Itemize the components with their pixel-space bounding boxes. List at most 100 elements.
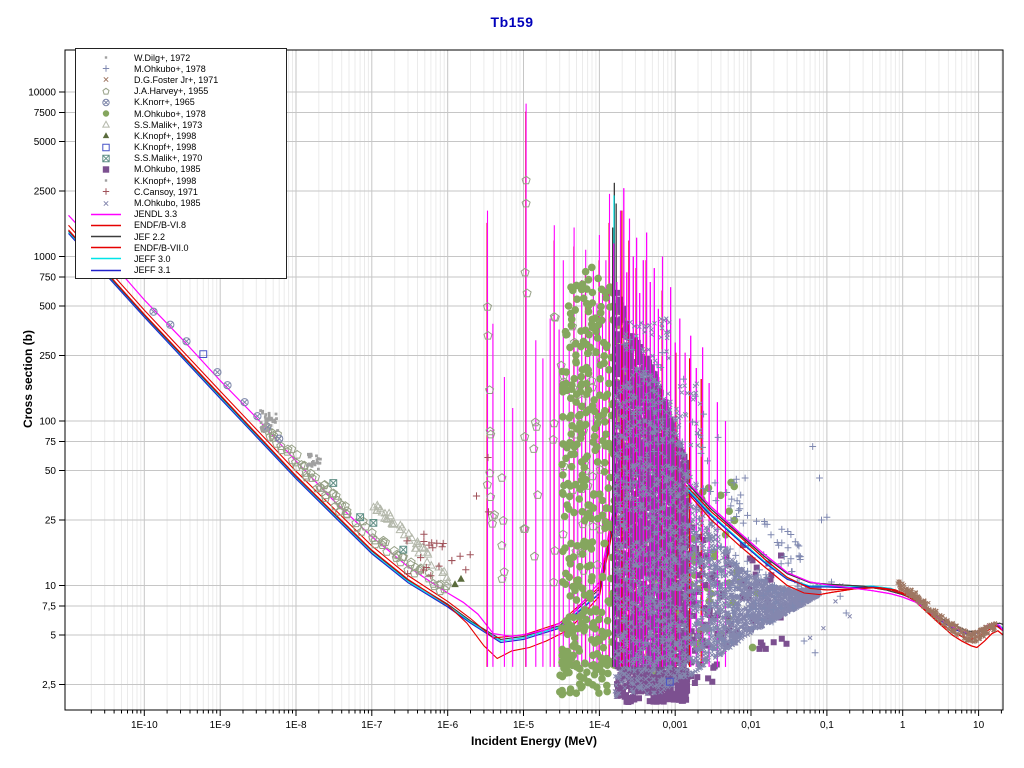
series-k-knopf-1998-sq: [199, 350, 674, 686]
y-tick-label: 5000: [34, 137, 57, 148]
legend-entry: JEFF 3.1: [84, 265, 286, 276]
legend-entry: D.G.Foster Jr+, 1971: [84, 74, 286, 85]
legend-plus-icon: [84, 63, 128, 74]
y-tick-label: 7500: [34, 108, 57, 119]
legend-circle-fill-icon: [84, 108, 128, 119]
legend-square-x-icon: [84, 153, 128, 164]
y-tick-label: 250: [39, 351, 56, 362]
legend-entry: JEFF 3.0: [84, 253, 286, 264]
legend-entry: C.Cansoy, 1971: [84, 186, 286, 197]
legend-circle-x-icon: [84, 97, 128, 108]
y-tick-label: 750: [39, 273, 56, 284]
y-tick-label: 50: [45, 466, 57, 477]
legend-entry: S.S.Malik+, 1973: [84, 119, 286, 130]
legend-entry: K.Knorr+, 1965: [84, 97, 286, 108]
legend-entry-label: JENDL 3.3: [134, 209, 178, 220]
legend-cross-icon: [84, 74, 128, 85]
legend-dot-icon: [84, 52, 128, 63]
legend-line-icon: [84, 209, 128, 220]
legend-cross-icon: [84, 198, 128, 209]
series-k-knopf-1998-dots: [305, 452, 322, 471]
legend-square-fill-icon: [84, 164, 128, 175]
legend-entry-label: JEFF 3.1: [134, 265, 171, 276]
legend-entry: W.Dilg+, 1972: [84, 52, 286, 63]
x-tick-label: 1E-7: [361, 720, 383, 731]
legend-entry: J.A.Harvey+, 1955: [84, 86, 286, 97]
axis-ticks: 1E-10 1E-9 1E-8 1E-7 1E-6 1E-5 1E-4 0,001 0,01 0,…: [28, 88, 1002, 731]
legend-entry-label: S.S.Malik+, 1973: [134, 119, 203, 130]
series-s-s-malik-1970: [329, 479, 408, 554]
legend-entry-label: ENDF/B-VI.8: [134, 220, 187, 231]
legend-entry: K.Knopf+, 1998: [84, 175, 286, 186]
x-tick-label: 1E-9: [210, 720, 232, 731]
y-tick-label: 5: [50, 631, 56, 642]
legend-box: W.Dilg+, 1972 M.Ohkubo+, 1978 D.G.Foster J…: [75, 48, 287, 279]
legend-pentagon-icon: [84, 86, 128, 97]
legend-plus-icon: [84, 186, 128, 197]
legend-dot-icon: [84, 175, 128, 186]
legend-entry-label: M.Ohkubo, 1985: [134, 198, 201, 209]
y-tick-label: 500: [39, 302, 56, 313]
legend-entry-label: K.Knopf+, 1998: [134, 130, 197, 141]
legend-entry: ENDF/B-VII.0: [84, 242, 286, 253]
legend-entry-label: K.Knorr+, 1965: [134, 97, 195, 108]
y-tick-label: 7,5: [42, 602, 56, 613]
y-tick-label: 10: [45, 581, 57, 592]
legend-entry-label: S.S.Malik+, 1970: [134, 153, 203, 164]
legend-entry-label: J.A.Harvey+, 1955: [134, 86, 209, 97]
x-tick-label: 0,1: [820, 720, 834, 731]
legend-line-icon: [84, 242, 128, 253]
legend-entry: JENDL 3.3: [84, 209, 286, 220]
legend-entry: ENDF/B-VI.8: [84, 220, 286, 231]
legend-entry-label: M.Ohkubo+, 1978: [134, 108, 206, 119]
legend-entry: S.S.Malik+, 1970: [84, 153, 286, 164]
legend-entry-label: W.Dilg+, 1972: [134, 52, 191, 63]
x-tick-label: 1E-4: [589, 720, 611, 731]
chart-title: Tb159: [490, 14, 534, 30]
legend-entry-label: D.G.Foster Jr+, 1971: [134, 74, 219, 85]
legend-entry-label: JEFF 3.0: [134, 253, 171, 264]
plot-border: [64, 49, 1004, 711]
series-m-ohkubo-1978-plus: [616, 336, 850, 674]
legend-line-icon: [84, 220, 128, 231]
x-tick-label: 0,001: [663, 720, 688, 731]
y-axis-label: Cross section (b): [21, 330, 35, 429]
legend-entry: M.Ohkubo+, 1978: [84, 108, 286, 119]
legend-entry: M.Ohkubo+, 1978: [84, 63, 286, 74]
legend-line-icon: [84, 253, 128, 264]
x-axis-label: Incident Energy (MeV): [470, 734, 598, 748]
y-tick-label: 10000: [28, 88, 56, 99]
y-tick-label: 2,5: [42, 680, 56, 691]
y-tick-label: 1000: [34, 252, 57, 263]
x-tick-label: 1E-6: [437, 720, 459, 731]
legend-triangle-open-icon: [84, 119, 128, 130]
y-tick-label: 2500: [34, 187, 57, 198]
legend-entry-label: K.Knopf+, 1998: [134, 142, 197, 153]
legend-entry-label: ENDF/B-VII.0: [134, 242, 189, 253]
legend-triangle-fill-icon: [84, 130, 128, 141]
legend-entry-label: C.Cansoy, 1971: [134, 186, 198, 197]
legend-entry-label: K.Knopf+, 1998: [134, 175, 197, 186]
x-tick-label: 0,01: [741, 720, 761, 731]
legend-entry: M.Ohkubo, 1985: [84, 164, 286, 175]
x-tick-label: 10: [973, 720, 985, 731]
legend-entry: M.Ohkubo, 1985: [84, 197, 286, 208]
legend-line-icon: [84, 231, 128, 242]
series-d-g-foster-jr-1971: [895, 579, 998, 644]
x-tick-label: 1E-5: [513, 720, 535, 731]
x-tick-label: 1E-10: [131, 720, 158, 731]
legend-entry: JEF 2.2: [84, 231, 286, 242]
series-k-knopf-1998-tri: [451, 574, 465, 588]
legend-square-open-icon: [84, 142, 128, 153]
series-w-dilg-1972: [259, 409, 279, 433]
y-tick-label: 25: [45, 516, 57, 527]
legend-entry: K.Knopf+, 1998: [84, 142, 286, 153]
series-s-s-malik-1973: [369, 500, 453, 585]
legend-entry-label: JEF 2.2: [134, 231, 166, 242]
x-tick-label: 1: [900, 720, 906, 731]
series-c-cansoy-1971: [403, 453, 493, 580]
legend-entry: K.Knopf+, 1998: [84, 130, 286, 141]
legend-entry-label: M.Ohkubo, 1985: [134, 164, 201, 175]
y-tick-label: 100: [39, 417, 56, 428]
